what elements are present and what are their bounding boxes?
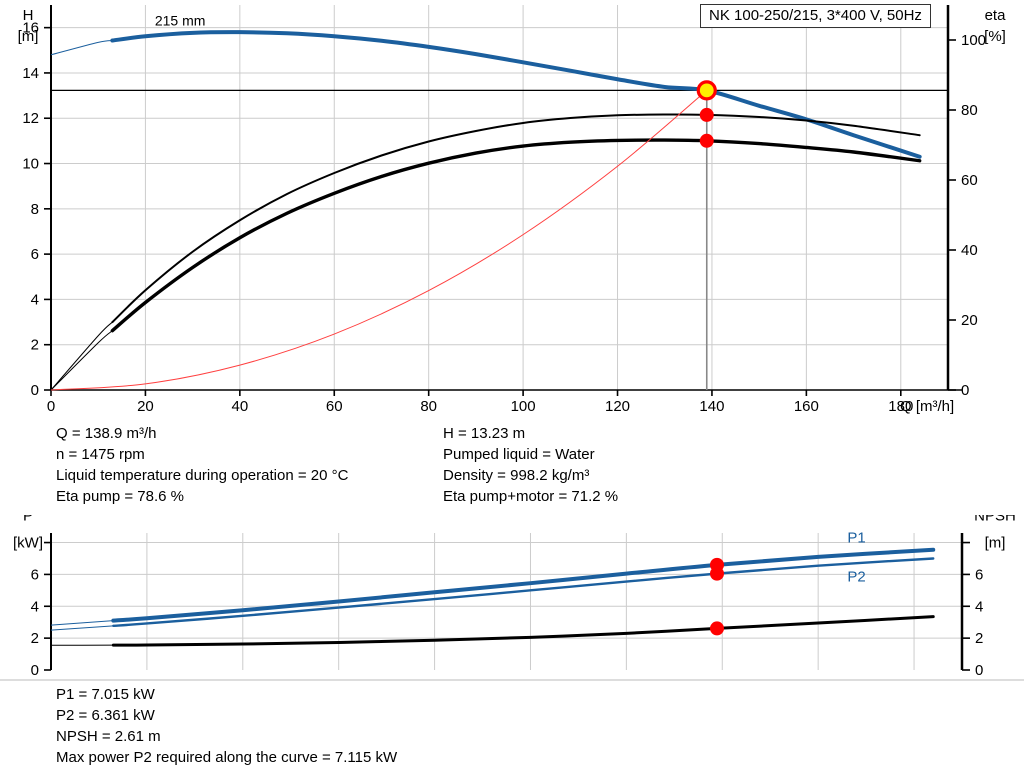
x-tick-label: 180 [888,398,913,415]
info-npsh: NPSH = 2.61 m [56,728,161,745]
bottom-axes: 0 2 4 6 0 2 4 6 [0,533,1024,681]
y-axis-left-title-line1: H [23,7,34,24]
top-markers [696,80,717,148]
x-tick-label: 120 [605,398,630,415]
duty-point-marker[interactable] [696,80,717,101]
curve-eta-pump-motor [110,138,922,333]
y-tick-label-right: 2 [975,630,983,647]
y-tick-label-right: 100 [961,32,986,49]
bottom-markers [709,557,724,636]
y-tick-label-left: 2 [31,337,39,354]
x-tick-label: 0 [47,398,55,415]
x-tick-label: 140 [699,398,724,415]
top-series [50,30,922,391]
y-tick-label-right: 0 [961,382,969,399]
info-n: n = 1475 rpm [56,446,145,463]
y-tick-label-right: 80 [961,102,978,119]
info-q: Q = 138.9 m³/h [56,425,157,442]
bottom-gridlines [51,533,962,670]
y-tick-label-left: 0 [31,382,39,399]
x-tick-label: 60 [326,398,343,415]
info-density: Density = 998.2 kg/m³ [443,467,590,484]
y-axis-left-title-line2: [m] [18,28,39,45]
info-h: H = 13.23 m [443,425,526,442]
x-tick-label: 160 [794,398,819,415]
y-tick-label-left: 6 [31,566,39,583]
pump-title-box: NK 100-250/215, 3*400 V, 50Hz [700,4,931,28]
y-tick-label-right: 0 [975,662,983,679]
info-eta-pump-motor: Eta pump+motor = 71.2 % [443,488,619,505]
info-p1: P1 = 7.015 kW [56,686,155,703]
duty-info-left: Q = 138.9 m³/h n = 1475 rpm Liquid tempe… [56,423,348,507]
y-axis-left-title-line2: [kW] [13,535,43,552]
y-tick-label-left: 4 [31,291,39,308]
curve-thin-segment [50,625,114,631]
x-tick-label: 100 [511,398,536,415]
y-tick-label-left: 6 [31,246,39,263]
curve-eta-pump [111,113,921,324]
curve-label-p1: P1 [847,530,865,547]
y-axis-right-title-line2: [m] [985,535,1006,552]
curve-thin-segment [50,321,113,391]
y-tick-label-right: 4 [975,598,983,615]
curve-npsh [111,615,935,647]
power-point-marker[interactable] [709,621,724,636]
y-tick-label-left: 4 [31,598,39,615]
efficiency-point-marker[interactable] [699,133,714,148]
info-eta-pump: Eta pump = 78.6 % [56,488,184,505]
power-info-block: P1 = 7.015 kW P2 = 6.361 kW NPSH = 2.61 … [56,684,397,768]
y-tick-label-right: 40 [961,242,978,259]
info-p2: P2 = 6.361 kW [56,707,155,724]
y-axis-right-title-line2: [%] [984,28,1006,45]
info-max-power: Max power P2 required along the curve = … [56,749,398,766]
x-axis-title: Q [m³/h] [900,398,954,415]
y-tick-label-right: 60 [961,172,978,189]
y-tick-label-right: 20 [961,312,978,329]
curve-p2 [112,557,935,628]
bottom-series [50,547,936,647]
info-liquid-temp: Liquid temperature during operation = 20… [56,467,349,484]
pump-title-label: NK 100-250/215, 3*400 V, 50Hz [709,7,922,24]
y-tick-label-right: 6 [975,566,983,583]
y-tick-label-left: 0 [31,662,39,679]
impeller-size-label: 215 mm [155,12,206,28]
x-tick-label: 80 [420,398,437,415]
duty-info-right: H = 13.23 m Pumped liquid = Water Densit… [443,423,618,507]
y-tick-label-left: 16 [22,20,39,37]
curve-thin-segment [50,330,113,391]
y-axis-right-title-line1: NPSH [974,515,1016,525]
y-axis-right-title-line1: eta [985,7,1007,24]
info-pumped-liquid: Pumped liquid = Water [443,446,595,463]
power-npsh-chart: 0 2 4 6 0 2 4 6 P [kW] NPSH [m] P1 P2 [0,515,1024,681]
y-axis-left-title-line1: P [23,515,33,525]
y-tick-label-left: 10 [22,156,39,173]
y-tick-label-left: 2 [31,630,39,647]
curve-thin-segment [50,620,114,626]
curve-p1 [111,547,936,623]
y-tick-label-left: 12 [22,110,39,127]
y-tick-label-left: 8 [31,201,39,218]
x-tick-label: 20 [137,398,154,415]
y-tick-label-left: 14 [22,65,39,82]
system-curve [50,89,708,391]
x-tick-label: 40 [231,398,248,415]
efficiency-point-marker[interactable] [699,107,714,122]
curve-thin-segment [50,40,113,56]
power-point-marker[interactable] [709,566,724,581]
top-gridlines [51,5,948,390]
curve-head-215-mm-impeller- [110,30,922,159]
curve-label-p2: P2 [847,568,865,585]
